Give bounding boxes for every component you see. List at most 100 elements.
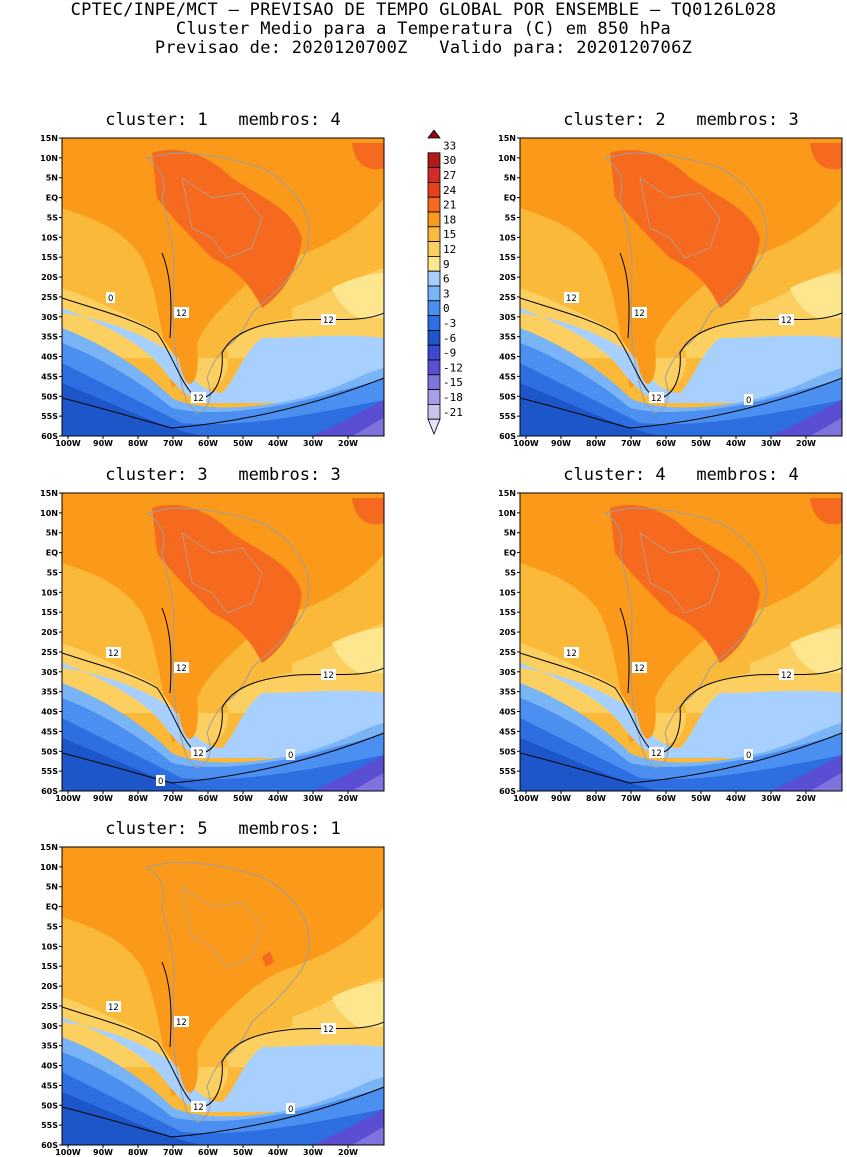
lon-tick-label: 20W (796, 794, 816, 803)
lon-tick-label: 30W (761, 439, 781, 448)
colorbar-swatch (427, 196, 441, 213)
lon-tick-label: 70W (621, 794, 641, 803)
colorbar-swatch (427, 315, 441, 331)
lat-tick-label: 30S (41, 313, 58, 322)
lat-tick-label: 15S (499, 608, 516, 617)
cluster-map-panel: 12 12 12 12 0 15N 10N 5N EQ 5S 10S 15S 20S 25S 30S 35S 4… (498, 489, 843, 803)
lat-tick-label: 20S (499, 273, 516, 282)
lat-tick-label: 45S (41, 372, 58, 381)
lon-tick-label: 50W (691, 439, 711, 448)
lon-tick-label: 100W (513, 439, 539, 448)
svg-text:0: 0 (158, 777, 163, 787)
lon-tick-label: 70W (163, 439, 183, 448)
lat-tick-label: 5S (505, 568, 517, 577)
lat-tick-label: 60S (41, 1141, 58, 1150)
panel-title: cluster: 2 membros: 3 (563, 110, 799, 130)
colorbar-label: 18 (443, 213, 456, 226)
colorbar-label: 6 (443, 273, 450, 286)
header-title-line-3: Previsao de: 2020120700Z Valido para: 20… (154, 38, 693, 58)
colorbar-label: -18 (443, 391, 463, 404)
lat-tick-label: 25S (41, 648, 58, 657)
lat-tick-label: 10N (40, 154, 58, 163)
lat-tick-label: 10N (498, 509, 516, 518)
svg-text:12: 12 (193, 394, 204, 404)
lon-tick-label: 50W (233, 439, 253, 448)
colorbar-swatch (427, 344, 441, 361)
colorbar-label: -15 (443, 376, 463, 389)
lat-tick-label: 15S (499, 253, 516, 262)
lon-tick-label: 70W (621, 439, 641, 448)
colorbar-swatch (427, 211, 441, 228)
lat-tick-label: 35S (41, 1042, 58, 1051)
lon-tick-label: 60W (656, 439, 676, 448)
lon-tick-label: 30W (303, 794, 323, 803)
lon-tick-label: 60W (198, 794, 218, 803)
cluster-map-panel: 12 12 12 12 0 15N 10N 5N EQ 5S 10S 15S 20S 25S 30S 35S 4… (498, 134, 843, 448)
colorbar-swatch (427, 418, 441, 436)
header-title-line-2: Cluster Medio para a Temperatura (C) em … (175, 19, 672, 39)
lat-tick-label: 10N (40, 509, 58, 518)
colorbar-label: 33 (443, 139, 456, 152)
lon-tick-label: 80W (128, 1148, 148, 1157)
contour-label: 12 (321, 314, 336, 326)
lat-tick-label: 30S (499, 313, 516, 322)
lat-tick-label: 5N (504, 529, 516, 538)
svg-text:0: 0 (746, 396, 751, 406)
lon-tick-label: 20W (338, 439, 358, 448)
colorbar-label: -12 (443, 361, 463, 374)
contour-label: 12 (649, 392, 664, 404)
svg-text:12: 12 (176, 664, 187, 674)
lon-tick-label: 50W (691, 794, 711, 803)
colorbar-swatch (427, 182, 441, 198)
colorbar-swatch (427, 152, 441, 168)
lat-tick-label: 35S (41, 688, 58, 697)
lat-tick-label: 5S (47, 922, 59, 931)
lon-tick-label: 30W (303, 439, 323, 448)
contour-label: 12 (106, 647, 121, 659)
colorbar-label: -21 (443, 406, 463, 419)
lon-tick-label: 80W (586, 439, 606, 448)
colorbar-label: 24 (443, 184, 457, 197)
lon-tick-label: 100W (55, 439, 81, 448)
colorbar-label: 27 (443, 169, 456, 182)
contour-label: 0 (286, 1103, 295, 1115)
lon-tick-label: 100W (55, 794, 81, 803)
lon-tick-label: 80W (586, 794, 606, 803)
lon-tick-label: 70W (163, 1148, 183, 1157)
svg-text:0: 0 (288, 751, 293, 761)
colorbar-label: 9 (443, 258, 450, 271)
lat-tick-label: 50S (41, 1101, 58, 1110)
lon-tick-label: 40W (268, 1148, 288, 1157)
svg-text:12: 12 (651, 749, 662, 759)
svg-text:12: 12 (651, 394, 662, 404)
lat-tick-label: 5S (505, 213, 517, 222)
svg-text:12: 12 (323, 671, 334, 681)
lat-tick-label: 30S (41, 668, 58, 677)
svg-text:12: 12 (781, 316, 792, 326)
lat-tick-label: EQ (46, 194, 58, 203)
colorbar-swatch (427, 226, 441, 243)
lat-tick-label: 20S (41, 273, 58, 282)
svg-text:0: 0 (108, 294, 113, 304)
colorbar-swatch (427, 167, 441, 183)
lat-tick-label: 5N (46, 174, 58, 183)
lat-tick-label: 15N (40, 843, 58, 852)
contour-label: 0 (286, 749, 295, 761)
lat-tick-label: 35S (41, 333, 58, 342)
lat-tick-label: 5N (46, 883, 58, 892)
lon-tick-label: 100W (513, 794, 539, 803)
lat-tick-label: 25S (41, 1002, 58, 1011)
colorbar-label: 21 (443, 199, 456, 212)
lat-tick-label: 15N (498, 489, 516, 498)
colorbar-label: 0 (443, 302, 450, 315)
lat-tick-label: 5N (504, 174, 516, 183)
lat-tick-label: EQ (504, 549, 516, 558)
colorbar-label: -3 (443, 317, 456, 330)
lat-tick-label: 40S (499, 353, 516, 362)
lat-tick-label: 40S (499, 708, 516, 717)
colorbar-label: -9 (443, 347, 456, 360)
lat-tick-label: 10S (499, 233, 516, 242)
svg-text:12: 12 (566, 294, 577, 304)
lon-tick-label: 90W (551, 439, 571, 448)
